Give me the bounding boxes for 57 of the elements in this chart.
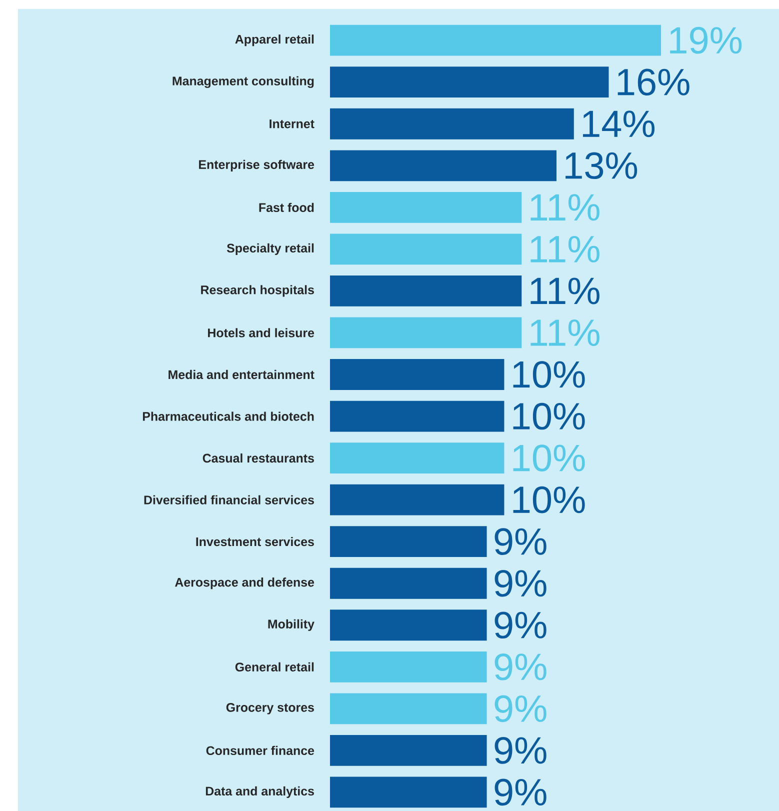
data-label: 10% [513,444,585,472]
bar [330,568,487,599]
data-label: 19% [670,26,742,54]
bar [330,734,487,766]
y-tick-label: Media and entertainment [168,370,314,380]
bar [330,651,487,682]
y-tick-label: Pharmaceuticals and biotech [142,412,314,421]
bar [330,150,556,182]
bar [330,276,522,306]
y-tick-label: Hotels and leisure [208,328,314,338]
data-label: 11% [530,236,600,262]
data-label: 13% [566,152,638,180]
data-label: 11% [530,194,600,221]
data-label: 10% [513,361,585,388]
bar [330,526,487,558]
y-tick-label: Specialty retail [226,243,314,255]
data-label: 10% [513,486,585,514]
data-label: 10% [513,402,585,430]
y-tick-label: General retail [235,662,314,672]
data-label: 9% [494,528,546,555]
data-label: 9% [494,653,546,680]
y-tick-label: Aerospace and defense [174,578,314,590]
bar [330,484,504,516]
y-tick-label: Research hospitals [201,285,314,297]
y-tick-label: Apparel retail [235,34,314,46]
bar [330,400,504,432]
data-label: 9% [494,695,546,722]
y-tick-label: Enterprise software [199,160,314,172]
bar [330,66,609,98]
bar [330,776,487,808]
y-tick-label: Diversified financial services [144,495,314,504]
data-label: 9% [494,778,546,806]
data-label: 11% [530,319,600,346]
bar [330,192,522,223]
bar [330,317,522,348]
y-tick-label: Mobility [268,619,314,631]
data-label: 9% [494,737,546,764]
bar [330,610,487,641]
y-tick-label: Management consulting [172,76,314,88]
y-tick-label: Investment services [196,537,314,546]
y-tick-label: Fast food [259,202,314,212]
bar [330,359,504,390]
data-label: 9% [494,570,546,597]
data-label: 16% [618,68,690,96]
data-label: 14% [582,110,655,138]
y-tick-label: Consumer finance [206,746,314,756]
bar [330,442,504,474]
bar [330,693,487,724]
bar [330,108,574,140]
y-tick-label: Data and analytics [206,786,314,798]
y-tick-label: Grocery stores [226,703,314,714]
y-tick-label: Casual restaurants [202,453,314,463]
bar [330,24,662,56]
data-label: 9% [494,612,546,639]
y-tick-label: Internet [270,120,314,128]
bar [330,234,522,265]
data-label: 11% [530,278,600,304]
